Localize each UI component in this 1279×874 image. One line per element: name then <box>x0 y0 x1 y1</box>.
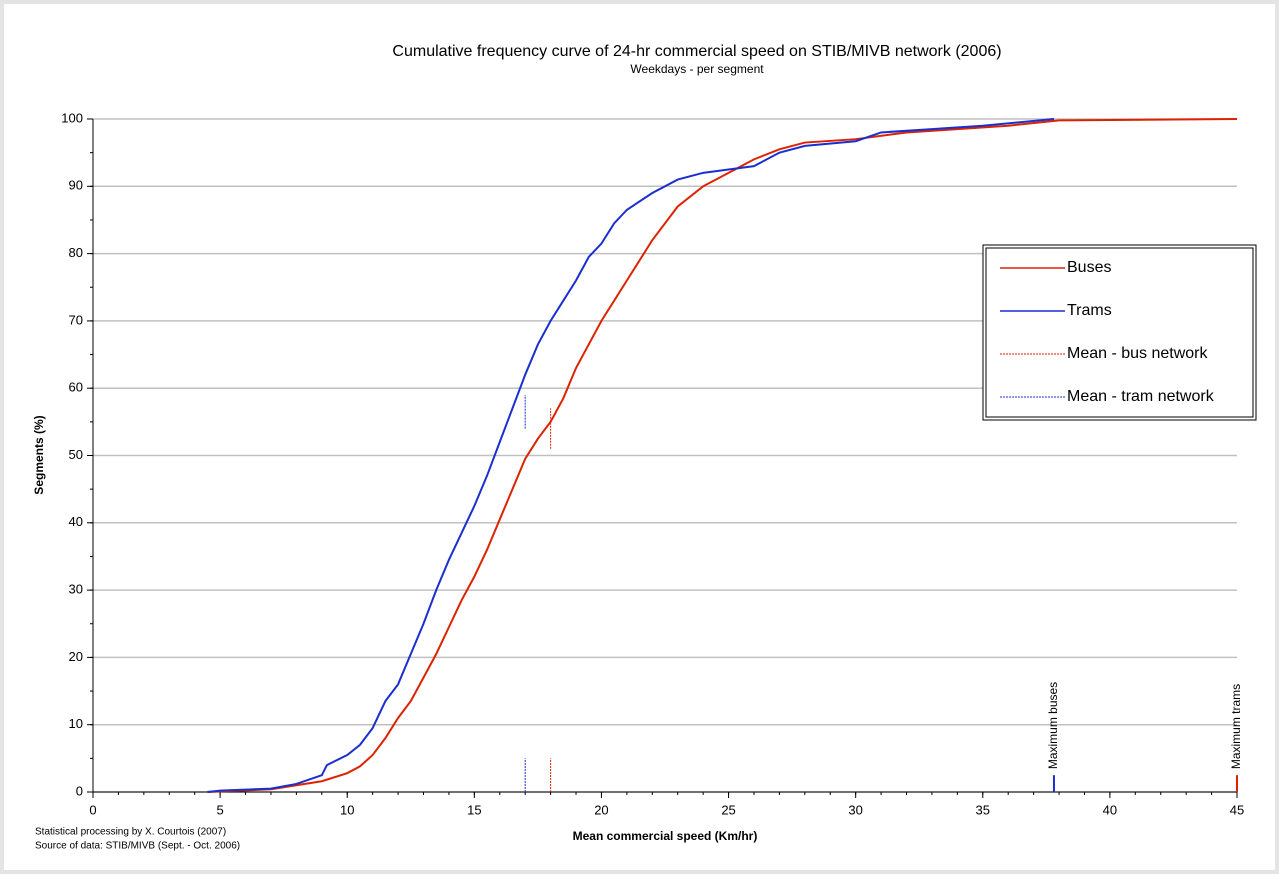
legend-label: Buses <box>1067 259 1111 276</box>
x-tick-label: 15 <box>467 802 481 817</box>
x-tick-label: 30 <box>848 802 862 817</box>
y-tick-label: 20 <box>69 649 83 664</box>
x-tick-label: 45 <box>1230 802 1244 817</box>
y-tick-label: 0 <box>76 783 83 798</box>
series-line <box>207 118 1238 793</box>
chart-title: Cumulative frequency curve of 24-hr comm… <box>392 43 1001 60</box>
y-tick-label: 50 <box>69 447 83 462</box>
x-tick-label: 5 <box>216 802 223 817</box>
legend-label: Trams <box>1067 302 1112 319</box>
y-tick-label: 80 <box>69 245 83 260</box>
footnote: Source of data: STIB/MIVB (Sept. - Oct. … <box>35 841 240 852</box>
y-tick-label: 30 <box>69 582 83 597</box>
x-axis-label: Mean commercial speed (Km/hr) <box>573 829 758 843</box>
y-axis-label: Segments (%) <box>32 415 46 494</box>
legend-box <box>982 244 1257 421</box>
footnote: Statistical processing by X. Courtois (2… <box>35 827 226 838</box>
annotation-label: Maximum trams <box>1229 684 1243 769</box>
annotation-label: Maximum buses <box>1046 682 1060 769</box>
y-tick-label: 10 <box>69 716 83 731</box>
y-tick-label: 40 <box>69 514 83 529</box>
y-tick-label: 70 <box>69 312 83 327</box>
x-tick-label: 10 <box>340 802 354 817</box>
chart-subtitle: Weekdays - per segment <box>630 62 764 76</box>
legend-box-inner <box>985 247 1254 418</box>
y-tick-label: 60 <box>69 380 83 395</box>
x-tick-label: 0 <box>89 802 96 817</box>
legend-label: Mean - bus network <box>1067 345 1209 362</box>
y-tick-label: 100 <box>61 110 83 125</box>
y-tick-label: 90 <box>69 178 83 193</box>
x-tick-label: 25 <box>721 802 735 817</box>
legend-label: Mean - tram network <box>1067 388 1215 405</box>
x-tick-label: 35 <box>976 802 990 817</box>
series-line <box>207 118 1055 793</box>
x-tick-label: 20 <box>594 802 608 817</box>
x-tick-label: 40 <box>1103 802 1117 817</box>
